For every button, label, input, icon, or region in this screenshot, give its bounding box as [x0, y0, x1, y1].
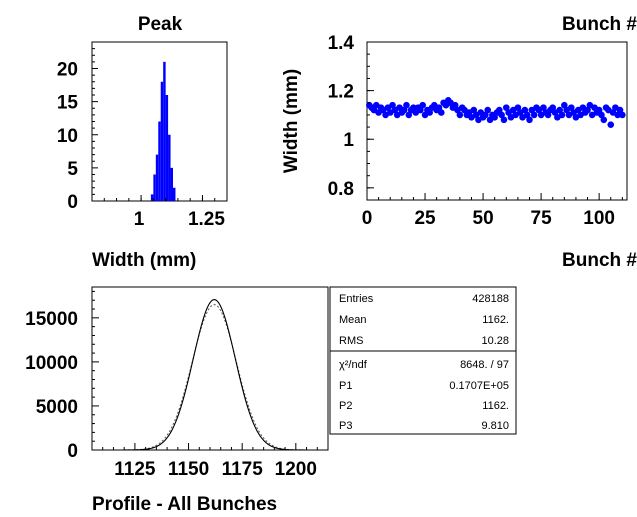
profile-frame: [91, 286, 329, 451]
peak-ytick-label: 0: [67, 192, 78, 213]
stats-label: P3: [339, 420, 352, 432]
scatter-xtick-label: 0: [362, 208, 373, 229]
scatter-xlabel: Bunch #: [562, 250, 637, 271]
profile-ytick-label: 15000: [25, 309, 78, 330]
profile-ytick-label: 10000: [25, 353, 78, 374]
scatter-xtick-label: 75: [531, 208, 553, 229]
stats-label: RMS: [339, 335, 363, 347]
stats-label: χ²/ndf: [339, 359, 368, 371]
scatter-point: [456, 111, 464, 119]
stats-label: Entries: [339, 293, 374, 305]
scatter-xtick-label: 50: [473, 208, 494, 229]
profile-ytick-label: 0: [67, 441, 78, 462]
profile-ytick-label: 5000: [36, 397, 78, 418]
peak-bar: [165, 95, 169, 201]
peak-ytick-label: 5: [67, 159, 78, 180]
scatter-point: [437, 109, 445, 116]
stats-label: Mean: [339, 314, 367, 326]
peak-bar: [160, 81, 164, 201]
scatter-xtick-label: 100: [583, 208, 615, 229]
stats-value: 10.28: [481, 335, 509, 347]
peak-xtick-label: 1: [134, 209, 145, 230]
scatter-xtick-label: 25: [414, 208, 436, 229]
scatter-point: [619, 111, 626, 119]
stats-value: 8648. / 97: [460, 359, 509, 371]
profile-data-curve: [92, 304, 328, 451]
profile-xtick-label: 1175: [222, 459, 264, 480]
peak-xlabel: Width (mm): [92, 250, 196, 271]
profile-xtick-label: 1150: [168, 459, 209, 480]
scatter-ytick-label: 0.8: [328, 179, 354, 200]
profile-xtick-label: 1200: [275, 459, 317, 480]
peak-bar: [170, 167, 173, 201]
scatter-point: [607, 121, 615, 128]
scatter-ytick-label: 1: [343, 130, 354, 151]
peak-bar: [155, 154, 159, 201]
stats-label: P2: [339, 400, 352, 412]
scatter-ytick-label: 1.2: [328, 82, 354, 103]
peak-bar: [163, 61, 166, 201]
peak-bar: [153, 174, 156, 201]
stats-label: P1: [339, 380, 352, 392]
scatter-title: Bunch #: [562, 14, 637, 35]
peak-ytick-label: 15: [57, 93, 79, 114]
scatter-point: [530, 111, 538, 119]
scatter-point: [600, 116, 608, 124]
stats-value: 9.810: [481, 420, 509, 432]
stats-value: 428188: [472, 293, 509, 305]
stats-value: 0.1707E+05: [449, 380, 509, 392]
profile-xtick-label: 1125: [114, 459, 156, 480]
scatter-point: [500, 116, 508, 124]
scatter-point: [419, 101, 427, 109]
scatter-frame: [366, 41, 628, 201]
scatter-ytick-label: 1.4: [328, 33, 355, 54]
scatter-ylabel: Width (mm): [281, 69, 302, 173]
peak-xtick-label: 1.25: [188, 209, 225, 230]
scatter-point: [558, 111, 566, 119]
scatter-point: [484, 106, 492, 114]
peak-bar: [168, 134, 171, 201]
scatter-point: [526, 116, 533, 124]
stats-value: 1162.: [482, 400, 509, 412]
peak-title: Peak: [138, 14, 183, 35]
peak-ytick-label: 20: [57, 60, 78, 81]
peak-bar: [173, 187, 176, 201]
scatter-point: [403, 101, 410, 109]
stats-value: 1162.: [482, 314, 509, 326]
peak-bar: [150, 194, 154, 201]
peak-ytick-label: 10: [57, 126, 78, 147]
profile-fit-curve: [92, 299, 328, 451]
profile-xlabel: Profile - All Bunches: [92, 494, 277, 515]
peak-bar: [158, 121, 161, 201]
stats-box: Entries 428188 Mean 1162. RMS 10.28 χ²/ndf 8648…: [329, 286, 517, 435]
